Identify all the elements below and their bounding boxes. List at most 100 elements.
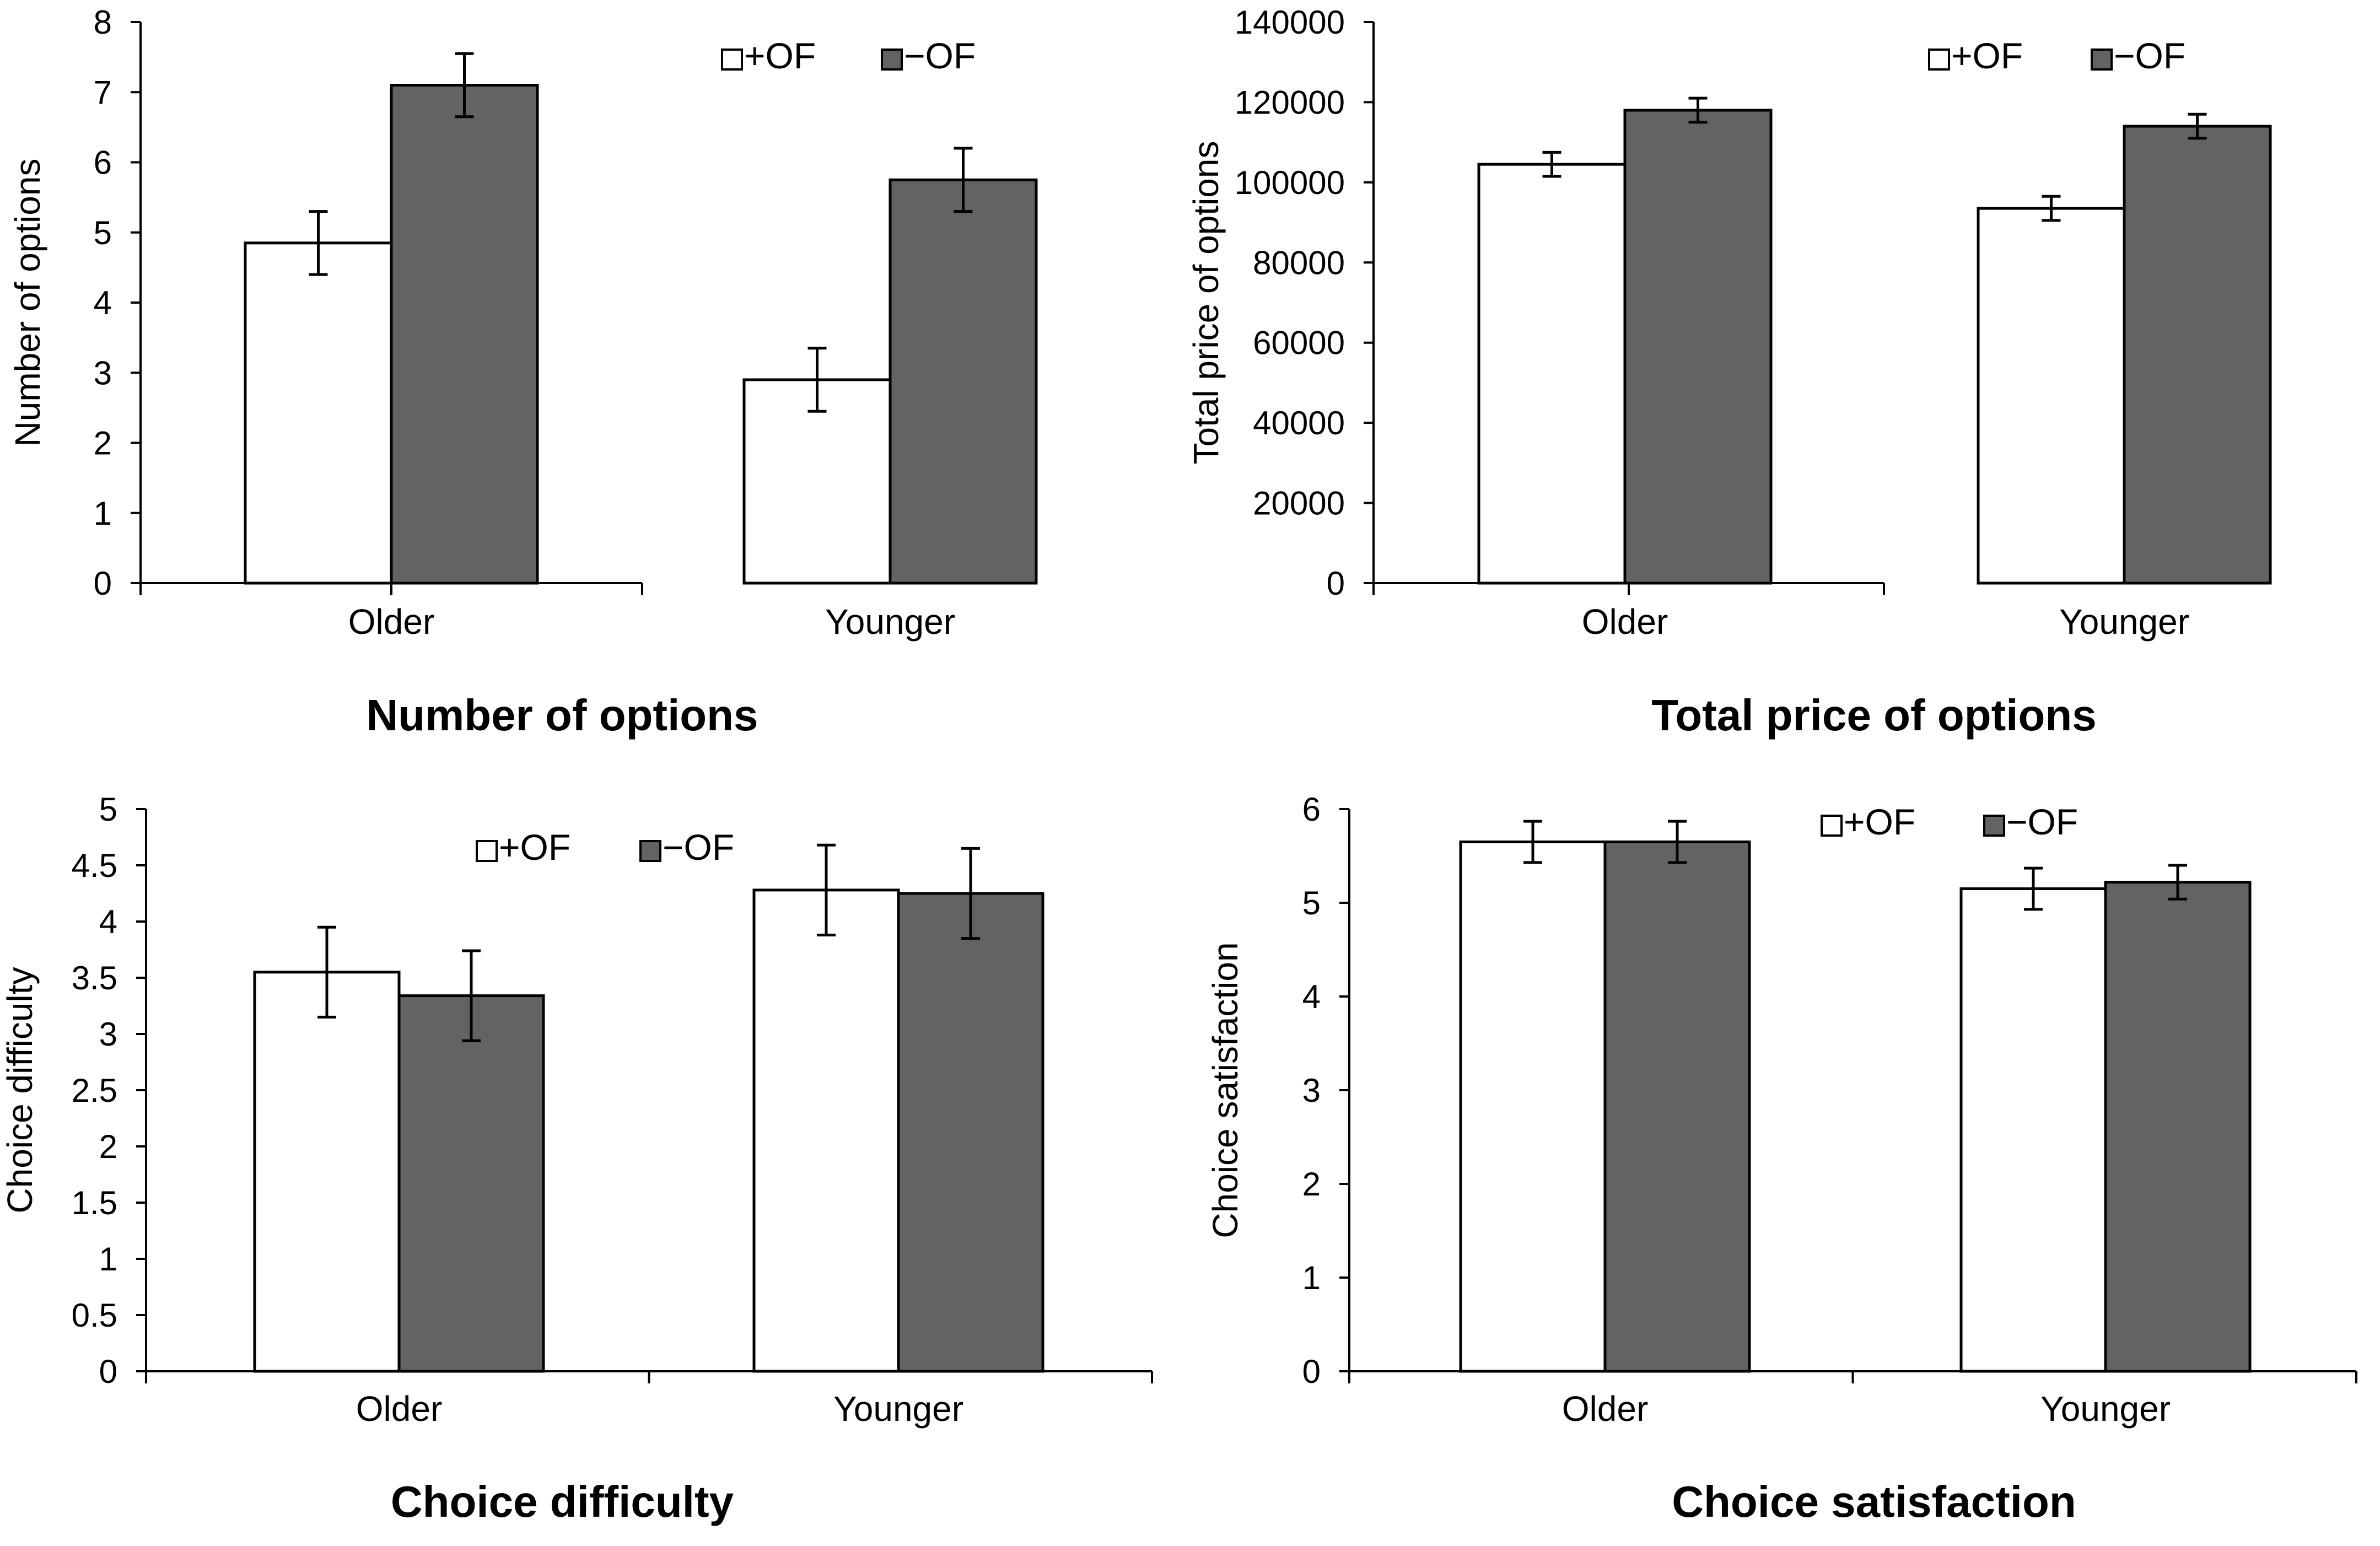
legend-swatch-minus-of	[1983, 815, 2005, 837]
legend-swatch-minus-of	[881, 49, 903, 71]
bar-plus-of-younger	[1977, 207, 2126, 585]
y-tick-label: 0.5	[72, 1297, 117, 1334]
y-tick-label: 2.5	[72, 1072, 117, 1109]
category-label-older: Older	[348, 602, 435, 642]
bar-plus-of-older	[1459, 841, 1607, 1373]
error-bar	[2024, 866, 2043, 911]
y-tick-label: 0	[1327, 565, 1345, 602]
category-label-older: Older	[1562, 1389, 1649, 1429]
legend-swatch-plus-of	[1928, 49, 1950, 71]
error-bar	[1668, 820, 1687, 864]
y-tick-label: 3	[94, 354, 112, 391]
category-label-younger: Younger	[825, 602, 955, 642]
chart-4: 0 1 2 3 4 5 6 Older Younger Choice satisfaction +O…	[1205, 791, 2357, 1526]
bar-minus-of-older	[1603, 841, 1751, 1373]
error-bar	[954, 147, 973, 213]
error-bar	[1542, 150, 1561, 178]
y-tick-label: 3.5	[72, 960, 117, 996]
chart-1: 0 1 2 3 4 5 6 7 8 Older Younger Number of options +O…	[8, 4, 1038, 740]
bar-plus-of-older	[253, 971, 401, 1373]
y-tick-label: 80000	[1253, 244, 1345, 281]
y-tick-label: 0	[94, 565, 112, 602]
y-tick-label: 60000	[1253, 325, 1345, 362]
bar-plus-of-older	[1477, 163, 1627, 585]
y-tick-label: 1	[99, 1241, 117, 1278]
bar-plus-of-younger	[1959, 887, 2107, 1373]
bar-minus-of-younger	[889, 178, 1038, 585]
y-tick-label: 5	[99, 791, 117, 828]
y-tick-label: 6	[1302, 791, 1321, 828]
y-tick-label: 2	[94, 425, 112, 462]
category-label-older: Older	[1582, 602, 1668, 642]
bar-minus-of-younger	[2123, 125, 2272, 585]
y-axis-title: Choice satisfaction	[1205, 942, 1245, 1238]
y-tick-label: 1	[1302, 1259, 1321, 1296]
chart-title: Choice difficulty	[391, 1477, 734, 1526]
y-axis-title: Number of options	[8, 159, 47, 447]
category-label-younger: Younger	[2059, 602, 2189, 642]
chart-title: Number of options	[366, 691, 758, 740]
chart-2: 0 20000 40000 60000 80000 100000 120000 140000 O…	[1186, 4, 2272, 740]
chart-3: 0 0.5 1 1.5 2 2.5 3 3.5 4 4.5 5 Older Younger Choice …	[0, 791, 1153, 1526]
y-tick-label: 5	[94, 214, 112, 251]
legend-swatch-minus-of	[2091, 49, 2113, 71]
chart-title: Choice satisfaction	[1672, 1477, 2076, 1526]
legend-label-minus-of: −OF	[663, 827, 734, 868]
legend-label-plus-of: +OF	[744, 35, 816, 76]
bar-plus-of-younger	[742, 378, 892, 585]
y-tick-label: 3	[99, 1016, 117, 1053]
bar-minus-of-younger	[897, 892, 1044, 1373]
y-tick-label: 120000	[1235, 84, 1345, 121]
y-tick-label: 0	[99, 1353, 117, 1390]
bar-minus-of-older	[397, 994, 545, 1373]
y-tick-label: 0	[1302, 1353, 1321, 1390]
legend-swatch-plus-of	[476, 840, 498, 862]
category-label-older: Older	[356, 1389, 443, 1429]
y-tick-label: 140000	[1235, 4, 1345, 41]
error-bar	[2042, 195, 2061, 222]
y-axis-title: Choice difficulty	[0, 967, 40, 1213]
error-bar	[1688, 96, 1708, 124]
category-label-younger: Younger	[2040, 1389, 2171, 1429]
legend: +OF −OF	[476, 827, 734, 868]
y-tick-label: 8	[94, 4, 112, 41]
error-bar	[2188, 112, 2207, 140]
error-bar	[807, 347, 827, 413]
legend: +OF −OF	[1821, 801, 2078, 842]
y-tick-label: 4	[99, 903, 117, 940]
legend-label-plus-of: +OF	[1951, 35, 2023, 76]
y-tick-label: 5	[1302, 885, 1321, 922]
legend-swatch-minus-of	[639, 840, 661, 862]
y-axis-title: Total price of options	[1186, 141, 1226, 465]
bar-plus-of-older	[244, 241, 393, 585]
legend-swatch-plus-of	[1821, 815, 1843, 837]
bar-minus-of-older	[1623, 109, 1773, 585]
y-tick-label: 6	[94, 144, 112, 181]
error-bar	[455, 52, 474, 118]
legend-label-plus-of: +OF	[1844, 801, 1915, 842]
y-tick-label: 2	[1302, 1166, 1321, 1203]
y-tick-label: 2	[99, 1128, 117, 1165]
y-tick-label: 40000	[1253, 405, 1345, 441]
legend-label-minus-of: −OF	[2006, 801, 2078, 842]
legend-swatch-plus-of	[721, 49, 743, 71]
y-tick-label: 4	[94, 284, 112, 321]
y-tick-label: 100000	[1235, 164, 1345, 201]
bar-minus-of-younger	[2104, 881, 2252, 1373]
chart-title: Total price of options	[1651, 691, 2096, 740]
error-bar	[462, 949, 481, 1042]
error-bar	[2168, 864, 2187, 901]
error-bar	[1523, 820, 1542, 864]
bar-minus-of-older	[390, 84, 539, 585]
error-bar	[309, 210, 328, 276]
legend: +OF −OF	[721, 35, 976, 76]
error-bar	[817, 843, 836, 936]
legend-label-minus-of: −OF	[904, 35, 976, 76]
y-tick-label: 1	[94, 495, 112, 532]
error-bar	[961, 847, 980, 940]
y-tick-label: 4.5	[72, 847, 117, 884]
y-tick-label: 4	[1302, 978, 1321, 1015]
y-tick-label: 1.5	[72, 1184, 117, 1221]
legend: +OF −OF	[1928, 35, 2185, 76]
